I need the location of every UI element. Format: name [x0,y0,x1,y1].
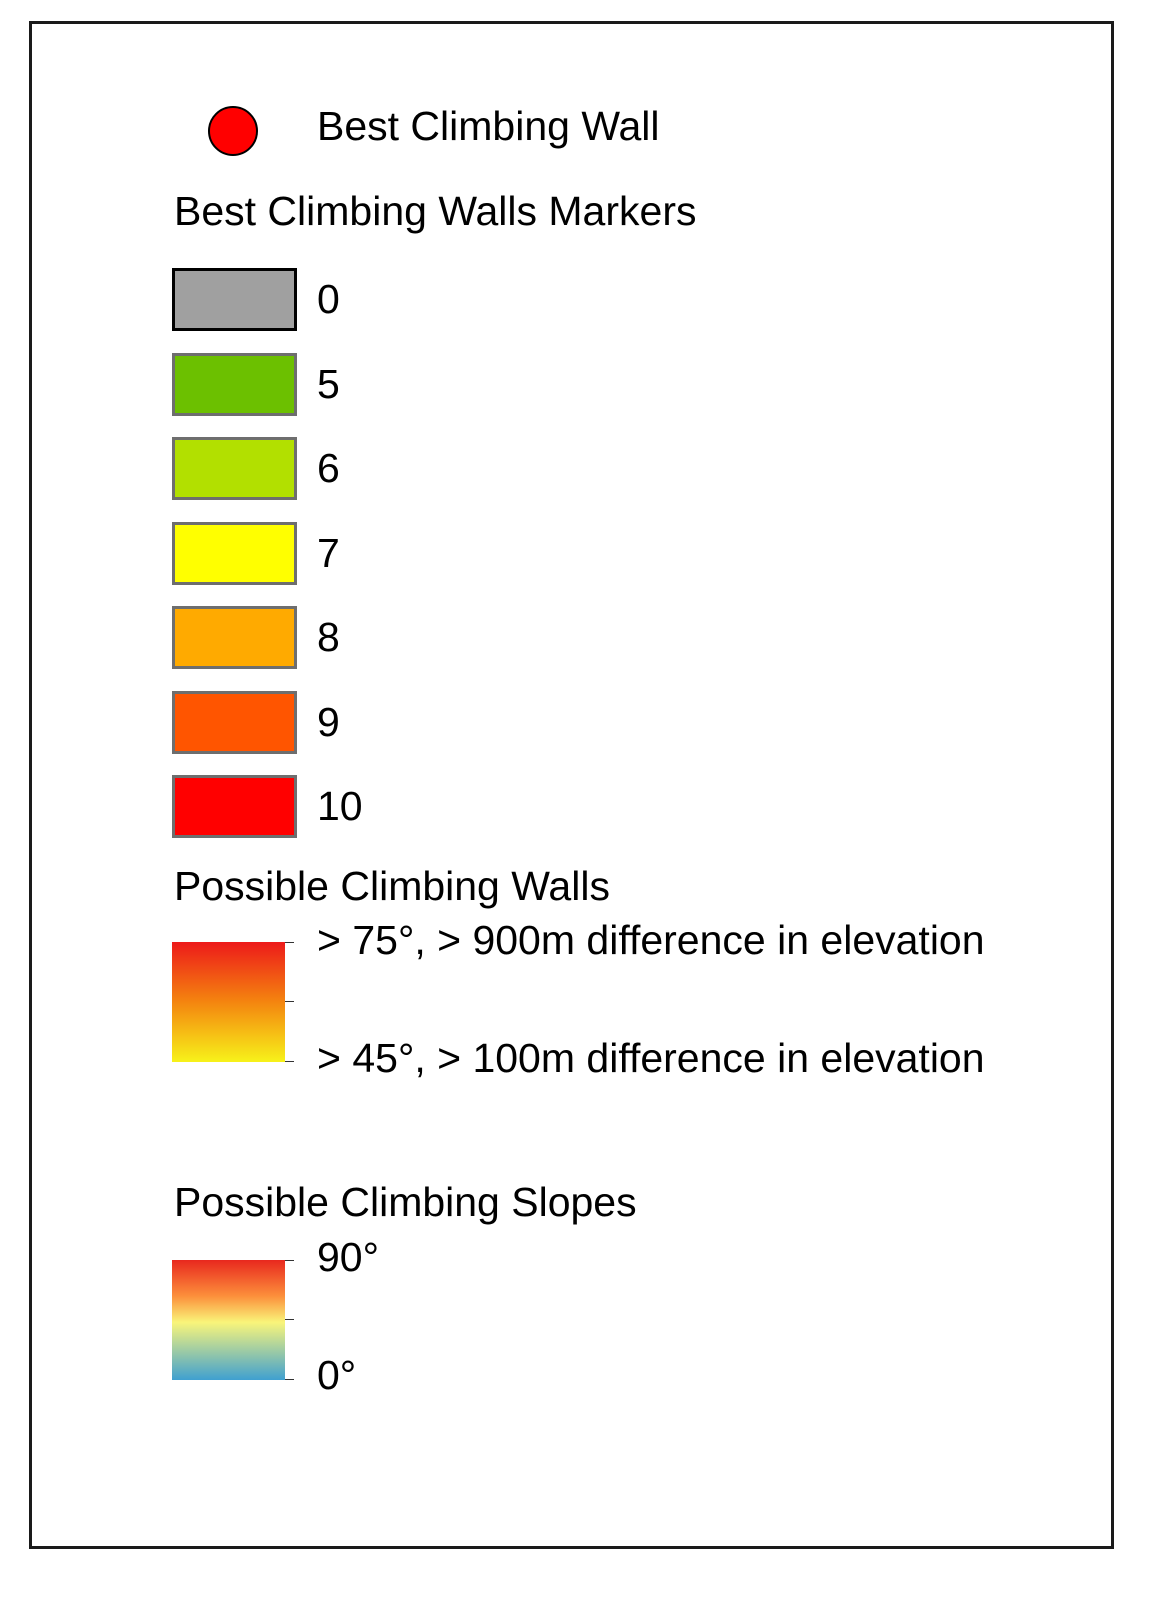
slopes-ramp-tick-mid [285,1319,294,1320]
legend-frame [29,21,1114,1549]
marker-class-label: 10 [317,783,363,829]
walls-ramp-tick-mid [285,1001,294,1002]
slopes-high-label: 90° [317,1234,380,1280]
marker-class-label: 6 [317,445,340,491]
walls-color-ramp [172,942,285,1062]
markers-title: Best Climbing Walls Markers [174,188,697,234]
marker-class-swatch [172,268,297,331]
slopes-ramp-tick-low [285,1379,294,1380]
walls-high-label: > 75°, > 900m difference in elevation [317,917,985,963]
marker-class-swatch [172,606,297,669]
walls-title: Possible Climbing Walls [174,863,610,909]
slopes-ramp-tick-high [285,1260,294,1261]
slopes-title: Possible Climbing Slopes [174,1179,637,1225]
best-wall-marker-icon [208,106,258,156]
walls-ramp-tick-high [285,942,294,943]
marker-class-label: 8 [317,614,340,660]
marker-class-label: 9 [317,699,340,745]
walls-low-label: > 45°, > 100m difference in elevation [317,1035,985,1081]
marker-class-swatch [172,437,297,500]
slopes-color-ramp [172,1260,285,1380]
marker-class-swatch [172,522,297,585]
marker-class-swatch [172,691,297,754]
marker-class-label: 7 [317,530,340,576]
marker-class-label: 0 [317,276,340,322]
marker-class-swatch [172,353,297,416]
marker-class-swatch [172,775,297,838]
slopes-low-label: 0° [317,1352,357,1398]
marker-class-label: 5 [317,361,340,407]
best-wall-label: Best Climbing Wall [317,103,660,149]
walls-ramp-tick-low [285,1061,294,1062]
